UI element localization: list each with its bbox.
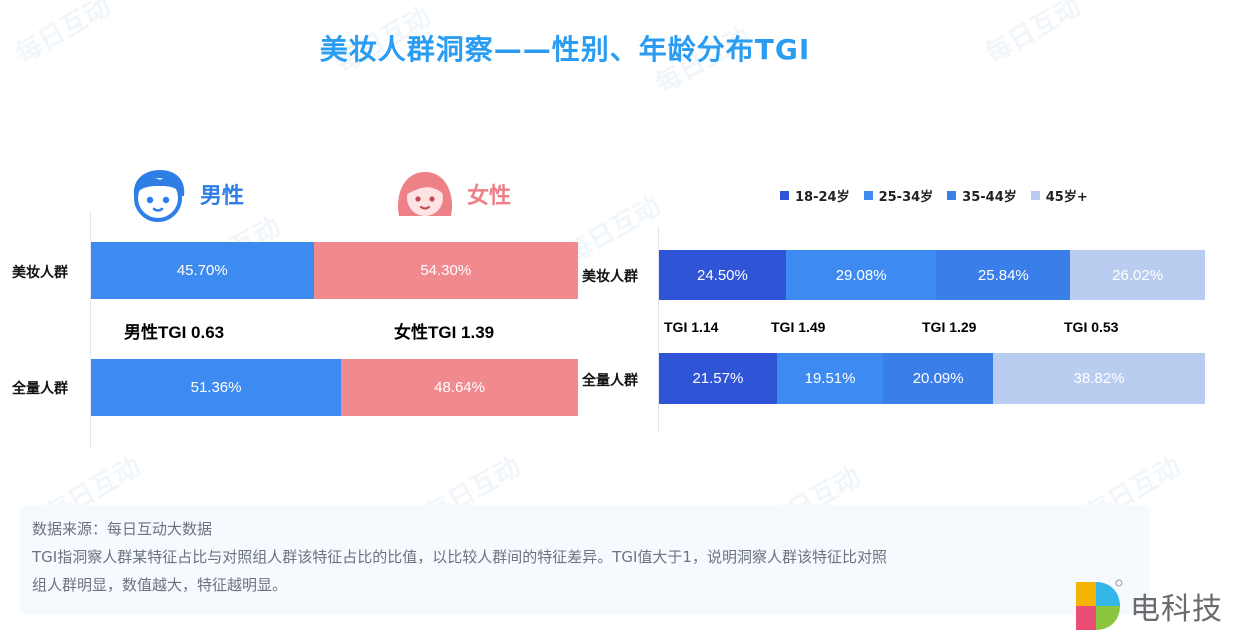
girl-face-icon [398, 172, 452, 216]
gender-bar-beauty: 45.70% 54.30% [91, 242, 578, 299]
gender-bar-all: 51.36% 48.64% [91, 359, 578, 416]
female-label: 女性 [467, 184, 512, 209]
male-legend: 男性 [126, 166, 244, 222]
age-row-label-beauty: 美妆人群 [582, 269, 638, 285]
legend-item: 35-44岁 [947, 186, 1017, 205]
bar-segment-0-0-1: 54.30% [313, 242, 578, 299]
bar-segment-1-0-3: 26.02% [1070, 250, 1205, 300]
tgi-explanation-line-1: TGI指洞察人群某特征占比与对照组人群该特征占比的比值，以比较人群间的特征差异。… [32, 548, 887, 566]
data-label: 21.57% [692, 370, 744, 387]
tgi-age-35-44: TGI 1.29 [922, 319, 977, 335]
female-legend: 女性 [393, 166, 511, 222]
brand-name: 电科技 [1130, 592, 1223, 627]
dian-keji-logo-icon [1076, 579, 1123, 630]
age-row-label-all: 全量人群 [582, 373, 638, 389]
legend-label: 45岁+ [1045, 190, 1088, 205]
legend-label: 18-24岁 [795, 190, 850, 205]
legend-swatch [947, 191, 957, 200]
tgi-female: 女性TGI 1.39 [394, 323, 495, 342]
bar-segment-1-0-1: 29.08% [785, 250, 937, 300]
tgi-age-18-24: TGI 1.14 [664, 319, 719, 335]
boy-face-icon [133, 170, 185, 222]
brand-logo: 电科技 [1072, 578, 1223, 634]
legend-swatch [1030, 191, 1040, 200]
chart-title: 美妆人群洞察——性别、年龄分布TGI [319, 33, 811, 66]
note-box [20, 505, 1150, 615]
bar-segment-1-0-2: 25.84% [936, 250, 1071, 300]
age-bar-beauty: 24.50% 29.08% 25.84% 26.02% [659, 250, 1205, 300]
age-bar-all: 21.57% 19.51% 20.09% 38.82% [659, 353, 1205, 404]
bar-segment-0-1-1: 48.64% [341, 359, 578, 416]
bar-segment-1-1-0: 21.57% [659, 353, 777, 404]
legend-item: 25-34岁 [863, 186, 934, 205]
row-label-all: 全量人群 [12, 381, 68, 397]
tgi-male: 男性TGI 0.63 [124, 323, 225, 342]
gender-axis-line [90, 212, 91, 448]
male-label: 男性 [200, 184, 245, 209]
bar-segment-1-1-2: 20.09% [883, 353, 993, 404]
legend-item: 45岁+ [1030, 186, 1088, 205]
tgi-age-45-plus: TGI 0.53 [1064, 319, 1119, 335]
data-source-note: 数据来源：每日互动大数据 [32, 520, 213, 538]
data-label: 25.84% [977, 266, 1029, 284]
age-axis-line [658, 226, 659, 432]
data-label: 19.51% [804, 370, 856, 387]
bar-segment-0-1-0: 51.36% [91, 359, 342, 416]
row-label-beauty: 美妆人群 [12, 265, 68, 281]
data-label: 45.70% [176, 262, 228, 279]
legend-swatch [780, 191, 789, 200]
age-legend: 18-24岁 25-34岁 35-44岁 45岁+ [780, 186, 1088, 205]
bar-segment-0-0-0: 45.70% [91, 242, 314, 299]
data-label: 48.64% [434, 379, 485, 396]
bar-segment-1-0-0: 24.50% [659, 250, 786, 300]
data-label: 51.36% [190, 379, 242, 396]
data-label: 29.08% [835, 266, 887, 284]
data-label: 54.30% [420, 262, 472, 279]
bar-segment-1-1-1: 19.51% [776, 353, 884, 404]
tgi-age-25-34: TGI 1.49 [771, 319, 826, 335]
tgi-explanation-line-2: 组人群明显，数值越大，特征越明显。 [32, 576, 288, 594]
legend-label: 35-44岁 [962, 190, 1017, 205]
data-label: 26.02% [1112, 266, 1164, 284]
legend-swatch [863, 191, 873, 200]
bar-segment-1-1-3: 38.82% [993, 353, 1205, 404]
data-label: 20.09% [912, 370, 964, 387]
data-label: 38.82% [1073, 370, 1125, 387]
data-label: 24.50% [696, 266, 748, 284]
legend-item: 18-24岁 [780, 186, 850, 205]
legend-label: 25-34岁 [878, 190, 934, 205]
